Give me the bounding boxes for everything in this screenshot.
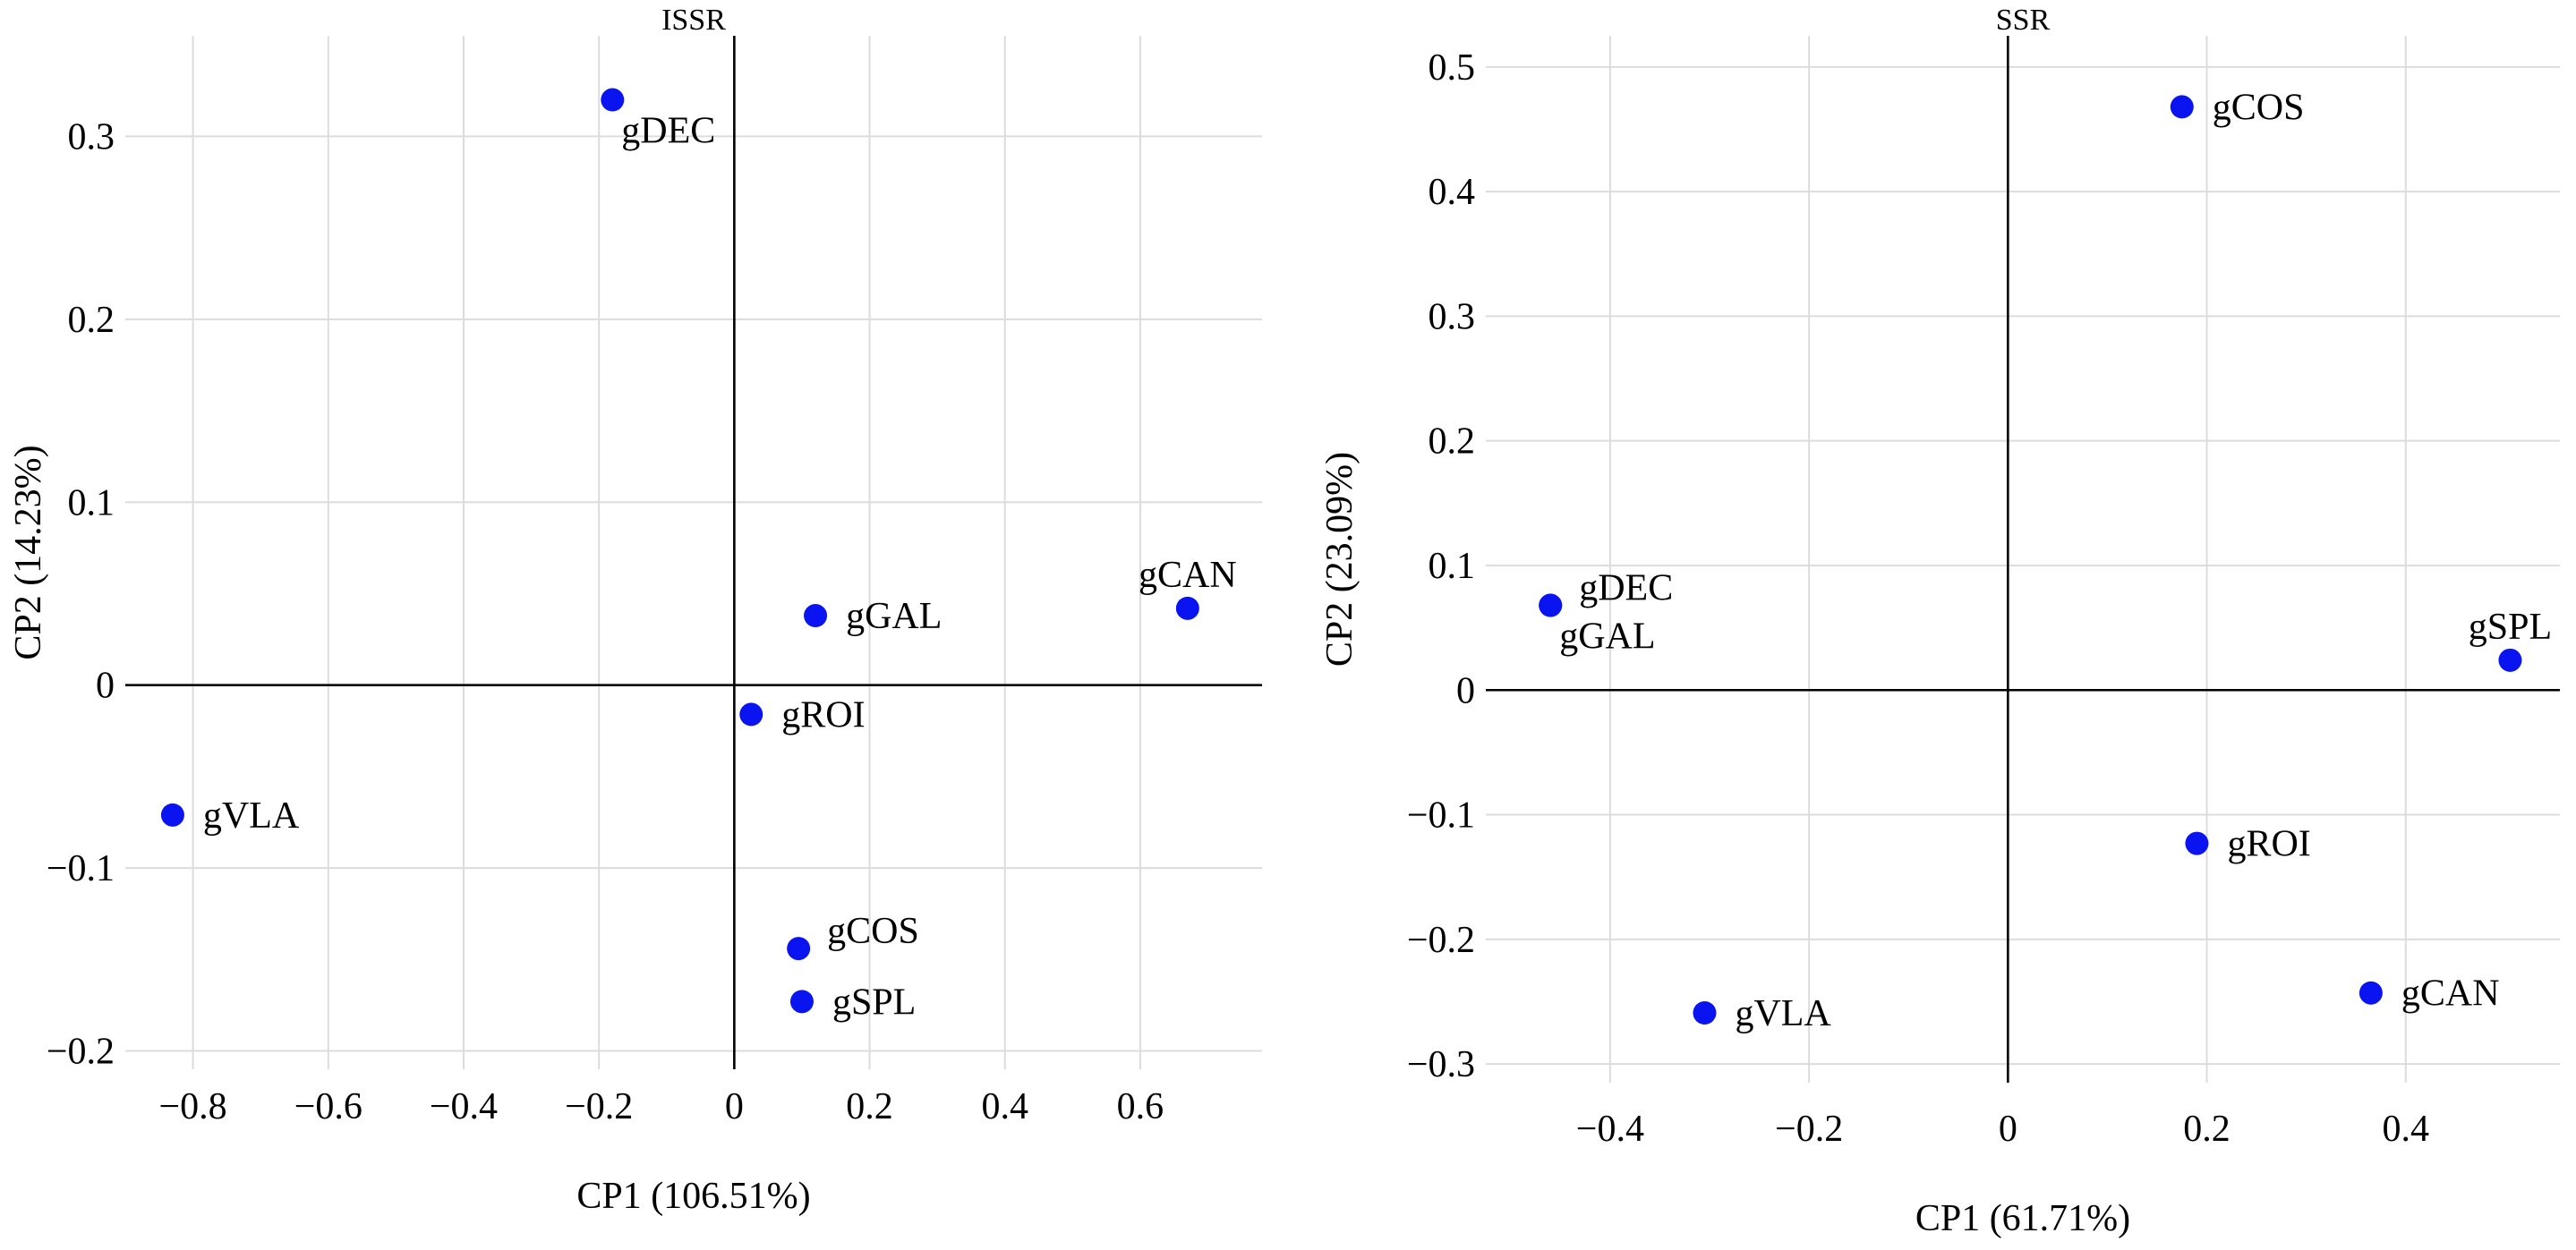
x-axis-title: CP1 (61.71%) <box>1915 1198 2130 1239</box>
y-tick-label: 0.3 <box>68 116 115 157</box>
point-label-gvla: gVLA <box>1735 993 1831 1034</box>
x-tick-label: 0.2 <box>2183 1109 2231 1150</box>
point-label-ggal: gGAL <box>846 596 942 637</box>
data-point-ggal <box>1539 593 1563 617</box>
y-tick-label: 0.1 <box>1429 546 1476 587</box>
point-label-gdec: gDEC <box>621 111 715 152</box>
y-axis-title: CP2 (23.09%) <box>1319 452 1361 667</box>
x-tick-label: −0.8 <box>159 1086 227 1127</box>
point-label-gspl: gSPL <box>2469 607 2552 648</box>
x-tick-label: −0.2 <box>1775 1109 1843 1150</box>
data-point-gcos <box>787 937 811 961</box>
x-tick-label: 0.2 <box>846 1086 893 1127</box>
point-label-groi: gROI <box>781 694 865 736</box>
panel-issr: −0.8 −0.6 −0.4 −0.2 0 0.2 0.4 0.6 −0.2 −0.1 0 0.1 0.… <box>8 4 1262 1217</box>
plot-title: ISSR <box>661 4 726 37</box>
plot-title: SSR <box>1996 4 2051 37</box>
point-label-gcos: gCOS <box>2213 87 2305 128</box>
x-tick-label: 0 <box>725 1086 744 1127</box>
point-label-gcan: gCAN <box>2401 974 2500 1015</box>
data-point-gspl <box>2498 648 2522 672</box>
data-point-gvla <box>1693 1001 1717 1025</box>
y-tick-label: −0.2 <box>1407 920 1475 961</box>
point-label-groi: gROI <box>2227 824 2310 865</box>
point-label-gspl: gSPL <box>832 982 916 1023</box>
x-tick-label: 0 <box>1999 1109 2017 1150</box>
y-tick-label: 0 <box>1456 670 1475 711</box>
data-point-groi <box>2185 831 2209 855</box>
data-point-gcan <box>1175 596 1199 620</box>
data-point-ggal <box>804 604 828 628</box>
x-tick-label: 0.4 <box>981 1086 1028 1127</box>
y-tick-label: 0.5 <box>1429 47 1476 89</box>
y-tick-label: 0.1 <box>68 482 115 523</box>
x-tick-label: 0.4 <box>2383 1109 2430 1150</box>
data-point-gcan <box>2358 981 2383 1005</box>
data-point-groi <box>739 702 763 727</box>
point-label-gdec: gDEC <box>1579 568 1673 609</box>
x-tick-label: −0.4 <box>430 1086 498 1127</box>
x-tick-label: −0.6 <box>294 1086 363 1127</box>
y-tick-label: −0.2 <box>47 1032 115 1073</box>
x-axis-title: CP1 (106.51%) <box>576 1176 810 1217</box>
y-axis-title: CP2 (14.23%) <box>8 445 49 659</box>
data-point-gcos <box>2170 95 2194 119</box>
y-tick-label: 0.3 <box>1429 296 1476 337</box>
x-tick-label: −0.4 <box>1576 1109 1644 1150</box>
y-tick-label: −0.1 <box>1407 795 1475 837</box>
y-tick-label: 0.2 <box>1429 421 1476 463</box>
y-tick-label: 0 <box>96 666 115 707</box>
y-tick-label: −0.1 <box>47 848 115 889</box>
x-tick-label: −0.2 <box>565 1086 633 1127</box>
x-tick-label: 0.6 <box>1117 1086 1164 1127</box>
panel-ssr: −0.4 −0.2 0 0.2 0.4 −0.3 −0.2 −0.1 0 0.1 0.2 0.3 0.4… <box>1319 4 2560 1239</box>
y-tick-label: −0.3 <box>1407 1044 1475 1085</box>
point-label-gcan: gCAN <box>1139 555 1237 596</box>
y-tick-label: 0.4 <box>1429 172 1476 213</box>
data-point-gspl <box>789 990 814 1014</box>
point-label-gcos: gCOS <box>827 911 919 952</box>
data-point-gdec <box>601 88 625 112</box>
point-label-gvla: gVLA <box>203 795 300 837</box>
point-label-ggal: gGAL <box>1559 616 1655 658</box>
data-point-gvla <box>160 803 184 827</box>
y-tick-label: 0.2 <box>68 300 115 341</box>
